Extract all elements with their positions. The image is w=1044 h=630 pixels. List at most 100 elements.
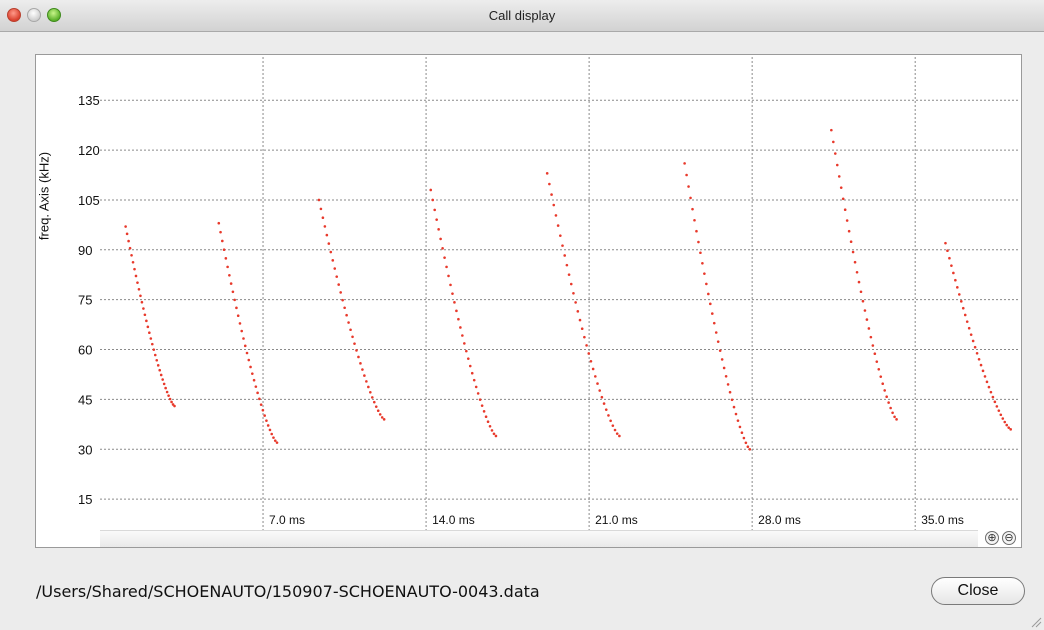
- call-7-point: [895, 418, 898, 421]
- call-5-point: [602, 402, 606, 405]
- call-2-point: [247, 358, 251, 362]
- call-8-point: [983, 375, 987, 378]
- call-1-point: [165, 390, 169, 394]
- call-3-point: [323, 225, 327, 228]
- call-2-point: [256, 391, 259, 395]
- call-2-point: [236, 314, 240, 318]
- call-3-point: [372, 400, 376, 404]
- call-1-point: [159, 373, 163, 377]
- call-5-point: [569, 282, 573, 286]
- call-7-point: [863, 309, 867, 312]
- call-1-point: [156, 364, 160, 367]
- call-6-point: [701, 261, 704, 265]
- close-button[interactable]: Close: [931, 577, 1025, 605]
- call-5-point: [565, 263, 569, 267]
- call-8-point: [1001, 417, 1005, 420]
- call-1-point: [137, 287, 141, 291]
- y-tick-label: 105: [78, 193, 100, 208]
- call-2-point: [254, 385, 258, 388]
- call-6-point: [720, 358, 724, 361]
- call-2-point: [238, 322, 242, 325]
- call-7-point: [853, 260, 857, 264]
- call-6-point: [689, 196, 692, 200]
- call-6-point: [732, 405, 736, 409]
- call-5-point: [618, 434, 621, 438]
- call-3-point: [349, 328, 352, 332]
- call-1-point: [125, 232, 129, 236]
- call-4-point: [470, 371, 474, 375]
- call-4-point: [465, 349, 468, 353]
- call-1-point: [168, 397, 172, 401]
- call-6-point: [708, 302, 712, 306]
- call-6-point: [744, 441, 748, 445]
- call-8-point: [1007, 426, 1011, 429]
- resize-grip-icon[interactable]: [1030, 616, 1042, 628]
- zoom-out-icon[interactable]: ⊖: [1002, 531, 1016, 545]
- call-4-point: [431, 198, 435, 202]
- y-tick-label: 45: [78, 392, 92, 407]
- call-1-point: [140, 300, 144, 304]
- call-1-point: [149, 337, 153, 340]
- call-7-point: [833, 152, 837, 155]
- call-5-point: [552, 203, 556, 207]
- call-8-point: [987, 385, 991, 389]
- close-window-button[interactable]: [7, 8, 21, 22]
- call-6-point: [726, 383, 730, 386]
- call-5-point: [563, 254, 566, 257]
- call-5-point: [615, 432, 619, 435]
- call-3-point: [382, 418, 386, 421]
- call-4-point: [488, 425, 492, 428]
- call-4-point: [494, 434, 498, 438]
- call-1-point: [161, 378, 164, 381]
- call-5-point: [572, 292, 575, 295]
- call-5-point: [545, 172, 549, 175]
- call-6-point: [705, 282, 708, 286]
- call-7-point: [855, 270, 859, 274]
- call-6-point: [703, 272, 706, 275]
- call-7-point: [861, 299, 865, 303]
- call-7-point: [893, 415, 896, 419]
- call-1-point: [148, 331, 151, 335]
- call-5-point: [576, 310, 580, 313]
- call-7-point: [867, 327, 871, 330]
- call-2-point: [266, 424, 270, 427]
- call-7-point: [830, 128, 833, 132]
- call-7-point: [881, 382, 885, 385]
- call-5-point: [594, 375, 597, 378]
- call-3-point: [331, 259, 335, 262]
- x-tick-label: 28.0 ms: [758, 513, 801, 527]
- zoom-in-icon[interactable]: ⊕: [985, 531, 999, 545]
- minimize-window-button[interactable]: [27, 8, 41, 22]
- call-4-point: [447, 274, 450, 278]
- call-8-point: [997, 409, 1001, 412]
- horizontal-scrollbar[interactable]: [100, 530, 978, 547]
- call-7-point: [843, 208, 847, 212]
- call-7-point: [857, 280, 861, 284]
- call-8-point: [993, 400, 997, 404]
- call-4-point: [463, 342, 466, 345]
- call-5-point: [609, 419, 612, 423]
- x-tick-label: 7.0 ms: [269, 513, 305, 527]
- zoom-window-button[interactable]: [47, 8, 61, 22]
- call-6-point: [736, 419, 740, 422]
- call-6-point: [685, 173, 688, 177]
- call-7-point: [875, 360, 879, 363]
- call-4-point: [490, 429, 494, 432]
- call-4-point: [445, 265, 448, 269]
- call-3-point: [327, 242, 331, 245]
- call-3-point: [317, 198, 321, 202]
- call-5-point: [585, 344, 588, 347]
- call-7-point: [887, 401, 890, 404]
- x-axis-ticks: 7.0 ms 14.0 ms 21.0 ms 28.0 ms 35.0 ms: [269, 513, 964, 527]
- call-8-point: [963, 313, 967, 317]
- call-3-point: [351, 335, 354, 339]
- call-plot-panel: [35, 54, 1022, 548]
- call-1-point: [143, 313, 147, 317]
- call-5-point: [598, 389, 602, 392]
- call-4-point: [468, 364, 472, 368]
- call-3-point: [347, 321, 350, 324]
- call-1-point: [167, 394, 170, 397]
- call-7-point: [873, 352, 877, 356]
- call-1-point: [128, 246, 132, 250]
- call-7-point: [839, 186, 843, 189]
